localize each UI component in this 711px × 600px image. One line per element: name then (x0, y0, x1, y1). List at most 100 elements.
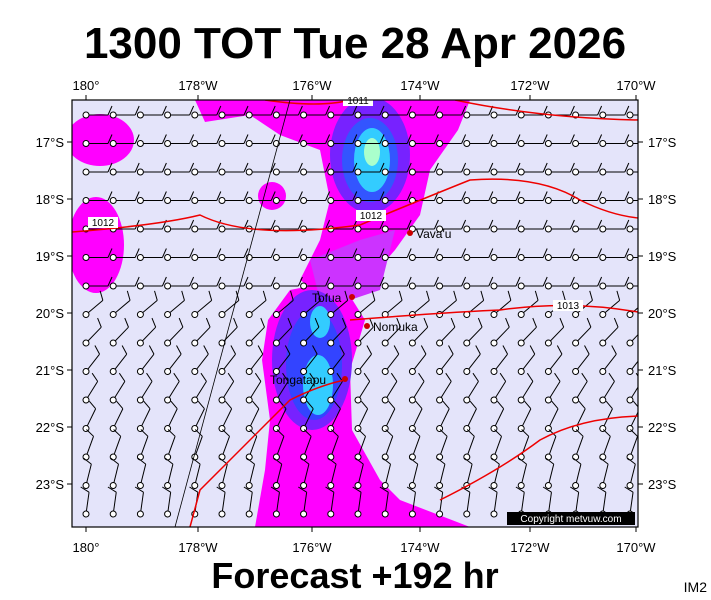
barb-station (381, 339, 389, 347)
barb-station (381, 168, 389, 176)
barb-staff (140, 464, 147, 483)
barb-flag (624, 134, 630, 144)
barb-staff (250, 408, 260, 427)
barb-flag (559, 317, 565, 328)
barb-flag (439, 429, 448, 437)
barb-station (218, 254, 226, 261)
barb-flag (352, 219, 358, 230)
barb-flag (542, 219, 548, 230)
barb-flag (412, 429, 421, 437)
barb-station (218, 368, 226, 375)
barb-staff (223, 381, 235, 398)
barb-staff (522, 381, 534, 398)
barb-staff (141, 381, 153, 398)
wind-barb (191, 372, 207, 404)
barb-station (436, 168, 444, 176)
wind-barb (436, 162, 467, 176)
barb-flag (107, 486, 117, 493)
barb-station (599, 339, 607, 347)
wind-barb (82, 372, 99, 404)
barb-flag (134, 248, 140, 258)
barb-station (245, 140, 253, 147)
barb-station (136, 140, 144, 147)
lon-label: 178°W (178, 78, 218, 93)
barb-staff (167, 464, 174, 483)
barb-station (490, 282, 498, 290)
barb-station (136, 339, 144, 347)
barb-station (82, 111, 90, 119)
barb-staff (521, 492, 525, 512)
barb-flag (325, 219, 331, 230)
lon-label: 172°W (510, 540, 550, 555)
barb-flag (420, 345, 427, 355)
barb-flag (406, 191, 412, 201)
barb-flag (189, 162, 195, 173)
barb-station (381, 197, 389, 204)
wind-barb (136, 290, 158, 318)
barb-staff (387, 299, 403, 313)
wind-barb (381, 134, 412, 147)
barb-flag (406, 276, 412, 287)
barb-station (626, 140, 634, 147)
wind-barb (461, 486, 471, 518)
wind-barb (164, 457, 174, 489)
barb-staff (468, 299, 484, 313)
wind-barb (272, 457, 283, 489)
place-dot (407, 230, 413, 236)
barb-station (164, 254, 172, 261)
barb-station (599, 254, 607, 261)
barb-station (408, 368, 416, 375)
barb-station (300, 111, 308, 119)
barb-station (599, 111, 607, 119)
barb-staff (87, 381, 99, 398)
barb-station (572, 168, 580, 176)
barb-flag (297, 248, 303, 258)
barb-staff (276, 436, 285, 455)
wind-barb (327, 276, 358, 290)
barb-flag (243, 162, 249, 173)
barb-station (300, 368, 308, 375)
wind-barb (327, 162, 358, 176)
wind-barb (82, 191, 113, 204)
barb-flag (148, 345, 155, 355)
barb-flag (298, 486, 307, 493)
wind-barb (218, 290, 240, 318)
barb-flag (597, 105, 603, 116)
barb-flag (224, 400, 233, 410)
barb-flag (107, 162, 113, 173)
barb-flag (542, 191, 548, 201)
wind-barb (408, 457, 419, 489)
wind-barb (300, 105, 331, 119)
wind-barb (626, 372, 638, 404)
barb-flag (325, 191, 331, 201)
barb-staff (249, 436, 258, 455)
barb-flag (433, 105, 439, 116)
barb-flag (161, 248, 167, 258)
wind-barb (109, 248, 140, 261)
barb-flag (434, 486, 443, 493)
corner-label: IM2 (684, 579, 708, 595)
barb-staff (522, 353, 536, 370)
wind-barb (270, 486, 280, 518)
barb-station (164, 168, 172, 176)
barb-staff (468, 353, 481, 370)
wind-barb (599, 345, 617, 375)
barb-staff (85, 492, 90, 512)
wind-barb (272, 105, 303, 119)
barb-staff (278, 299, 294, 313)
barb-flag (216, 219, 222, 230)
barb-station (436, 510, 444, 518)
barb-flag (611, 345, 617, 355)
barb-station (490, 339, 498, 347)
wind-barb (164, 290, 185, 318)
barb-station (300, 396, 308, 404)
barb-station (327, 140, 335, 147)
wind-barb (352, 486, 362, 518)
barb-flag (176, 345, 182, 355)
wind-barb (245, 457, 256, 489)
barb-station (354, 140, 362, 147)
wind-barb (599, 219, 630, 233)
barb-flag (409, 457, 419, 465)
barb-staff (631, 326, 638, 342)
barb-station (327, 111, 335, 119)
